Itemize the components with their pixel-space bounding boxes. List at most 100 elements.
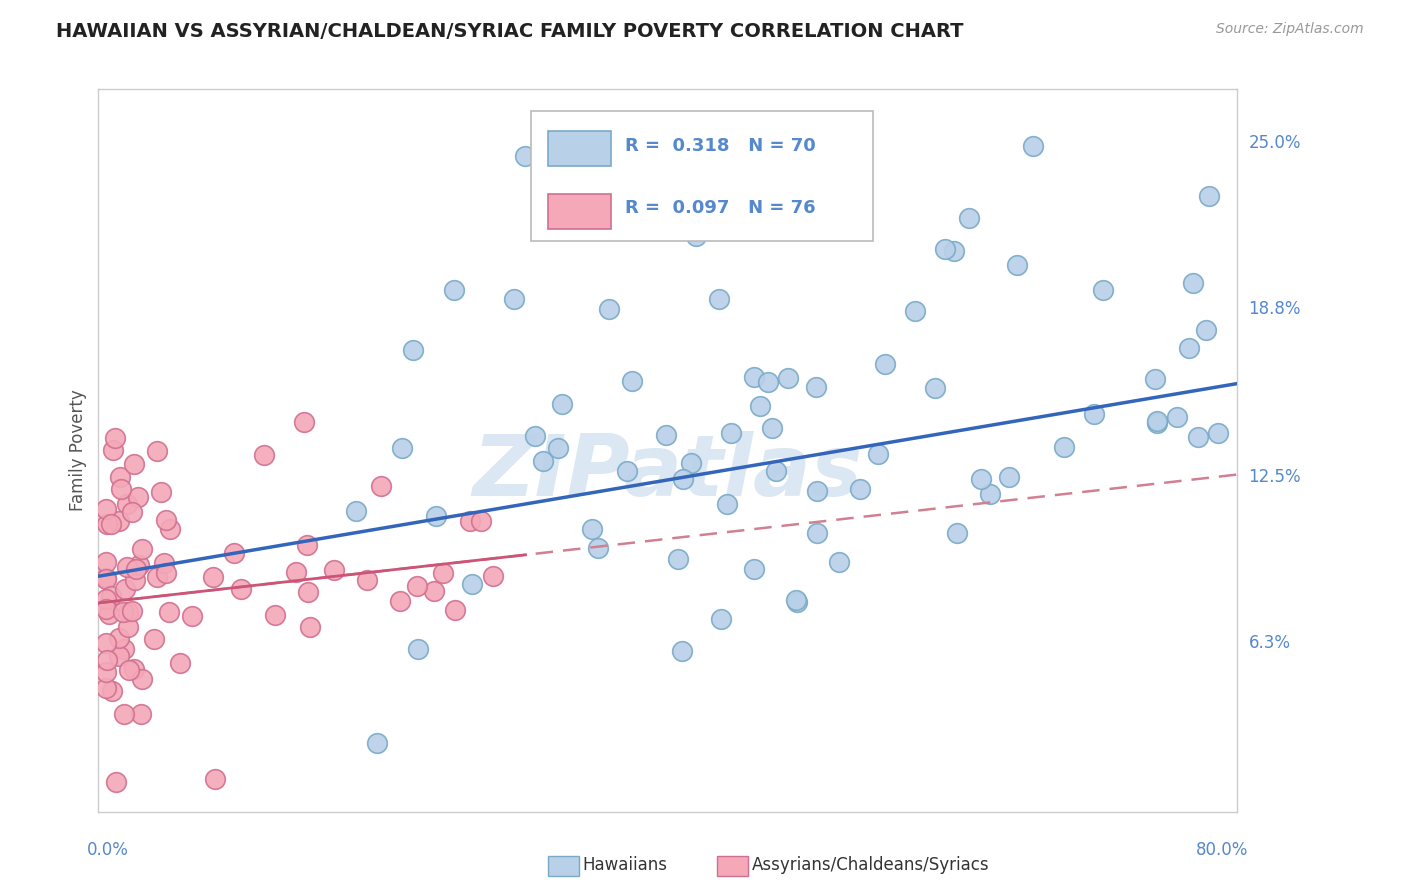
Point — [551, 397, 574, 411]
Point — [285, 565, 308, 579]
Point — [402, 343, 425, 357]
Point — [149, 485, 172, 500]
Point — [115, 559, 138, 574]
Text: 25.0%: 25.0% — [1249, 134, 1301, 152]
Point — [370, 479, 392, 493]
Point — [547, 442, 569, 456]
Point — [299, 620, 322, 634]
Point — [108, 470, 131, 484]
Point — [866, 446, 889, 460]
Text: HAWAIIAN VS ASSYRIAN/CHALDEAN/SYRIAC FAMILY POVERTY CORRELATION CHART: HAWAIIAN VS ASSYRIAN/CHALDEAN/SYRIAC FAM… — [56, 22, 963, 41]
Point — [201, 570, 224, 584]
Point — [946, 525, 969, 540]
Point — [481, 568, 503, 582]
Text: Hawaiians: Hawaiians — [582, 856, 666, 874]
Point — [104, 775, 127, 789]
Point — [531, 454, 554, 468]
Point — [169, 657, 191, 671]
Point — [1053, 440, 1076, 454]
Point — [108, 515, 131, 529]
Text: 6.3%: 6.3% — [1249, 634, 1291, 652]
Point — [1206, 425, 1229, 440]
Point — [432, 566, 454, 580]
Point — [903, 304, 925, 318]
Point — [666, 552, 689, 566]
Point — [131, 707, 153, 722]
Point — [709, 293, 731, 307]
Point — [806, 483, 828, 498]
Point — [679, 456, 702, 470]
Point — [125, 562, 148, 576]
Text: 12.5%: 12.5% — [1249, 468, 1301, 486]
Point — [121, 505, 143, 519]
Bar — [548, 194, 612, 228]
Point — [444, 603, 467, 617]
Point — [716, 498, 738, 512]
Point — [127, 491, 149, 505]
Point — [204, 772, 226, 786]
Point — [112, 706, 135, 721]
Point — [96, 516, 118, 531]
Point — [115, 497, 138, 511]
Point — [873, 357, 896, 371]
Point — [744, 562, 766, 576]
Point — [765, 464, 787, 478]
Text: 80.0%: 80.0% — [1197, 840, 1249, 859]
Point — [524, 429, 547, 443]
Point — [470, 514, 492, 528]
Point — [620, 375, 643, 389]
Point — [100, 517, 122, 532]
Point — [1187, 430, 1209, 444]
Point — [229, 582, 252, 597]
Point — [934, 242, 956, 256]
Text: Assyrians/Chaldeans/Syriacs: Assyrians/Chaldeans/Syriacs — [752, 856, 990, 874]
Point — [786, 595, 808, 609]
Text: R =  0.318   N = 70: R = 0.318 N = 70 — [624, 136, 815, 154]
Point — [672, 472, 695, 486]
Point — [748, 399, 770, 413]
Point — [117, 620, 139, 634]
Point — [849, 482, 872, 496]
Point — [122, 662, 145, 676]
Point — [581, 522, 603, 536]
Point — [685, 229, 707, 244]
Point — [110, 482, 132, 496]
Point — [970, 472, 993, 486]
Point — [356, 573, 378, 587]
Point — [159, 522, 181, 536]
Point — [806, 525, 828, 540]
Point — [143, 632, 166, 646]
Point — [107, 632, 129, 646]
Point — [1178, 341, 1201, 355]
Y-axis label: Family Poverty: Family Poverty — [69, 390, 87, 511]
Point — [655, 428, 678, 442]
Point — [100, 589, 122, 603]
Point — [957, 211, 980, 226]
Text: 18.8%: 18.8% — [1249, 300, 1301, 318]
Point — [181, 609, 204, 624]
Point — [97, 607, 120, 622]
Point — [710, 612, 733, 626]
Point — [785, 593, 807, 607]
Point — [94, 602, 117, 616]
Point — [94, 636, 117, 650]
Text: ZIPatlas: ZIPatlas — [472, 431, 863, 514]
Point — [153, 557, 176, 571]
Point — [461, 577, 484, 591]
Point — [94, 573, 117, 587]
Point — [1166, 410, 1188, 425]
Point — [515, 149, 537, 163]
Point — [1198, 189, 1220, 203]
Point — [101, 443, 124, 458]
Point — [295, 538, 318, 552]
Point — [252, 448, 274, 462]
Point — [943, 244, 966, 259]
Point — [159, 605, 181, 619]
Point — [117, 605, 139, 619]
Point — [1005, 258, 1028, 272]
Point — [443, 283, 465, 297]
Point — [112, 642, 135, 657]
Point — [297, 585, 319, 599]
Point — [671, 644, 693, 658]
Point — [828, 555, 851, 569]
